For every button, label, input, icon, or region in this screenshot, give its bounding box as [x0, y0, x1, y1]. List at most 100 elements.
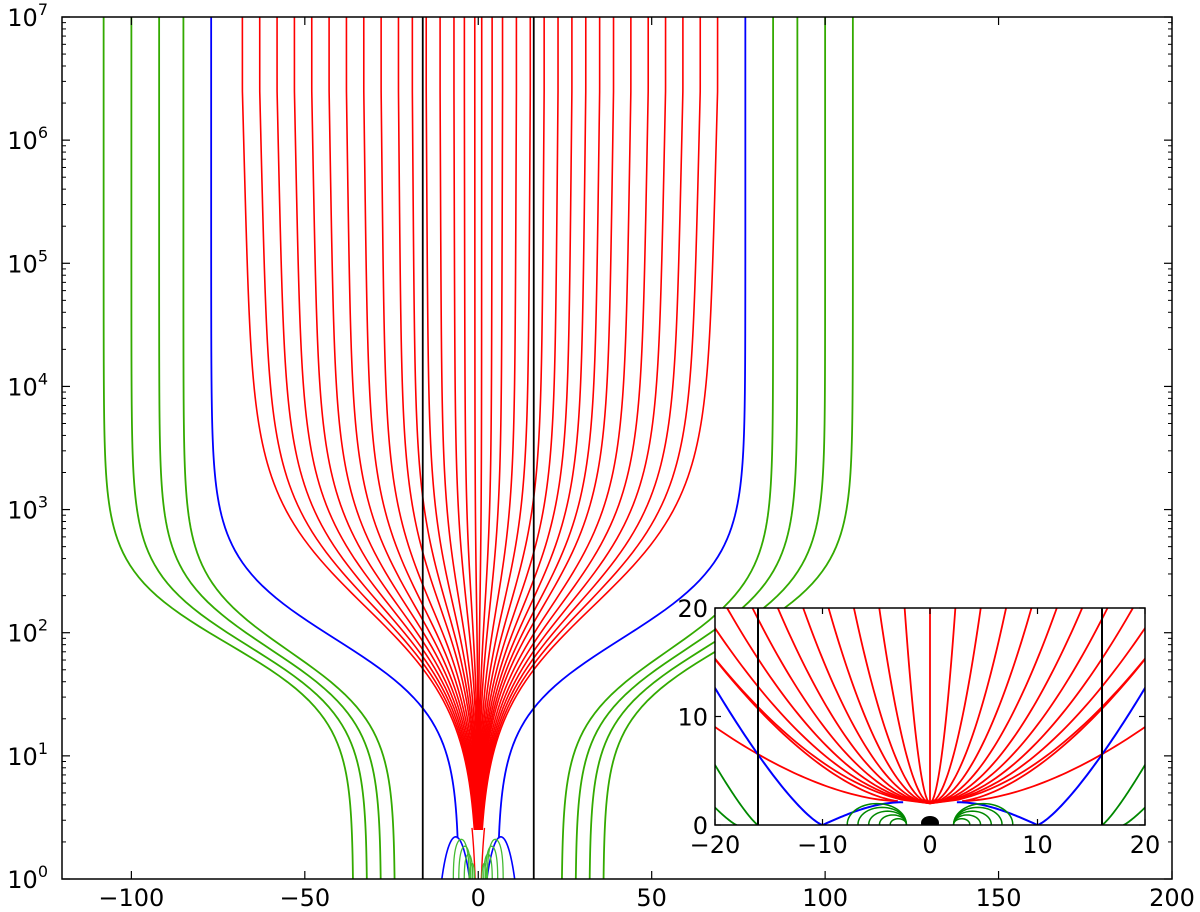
- main-curves: [102, 17, 854, 880]
- inset-red-line: [929, 608, 1058, 805]
- inset-green-line: [715, 763, 759, 825]
- red-field-line: [258, 17, 476, 831]
- y-tick-label: 104: [7, 369, 48, 401]
- red-field-line: [463, 17, 479, 831]
- inset-blue-loop: [956, 801, 1038, 825]
- inset-red-line: [929, 608, 1134, 805]
- inset-y-tick-label: 20: [677, 595, 708, 623]
- blue-separatrix: [210, 17, 459, 839]
- green-inner-loop: [484, 845, 499, 880]
- inset-x-tick-label: −10: [797, 831, 848, 859]
- y-tick-label: 105: [7, 246, 48, 278]
- red-field-line: [276, 17, 476, 831]
- red-inner-loop: [471, 827, 476, 880]
- inset-red-outer-line: [962, 657, 1145, 803]
- inset-red-line: [929, 626, 1145, 805]
- inset-y-tick-label: 0: [693, 812, 708, 840]
- inset-red-line: [715, 626, 931, 805]
- inset-red-line: [929, 608, 1033, 805]
- x-tick-label: 100: [802, 884, 848, 912]
- red-field-line: [477, 17, 483, 830]
- blue-bottom-loop: [441, 836, 471, 880]
- inset-curves: [715, 608, 1145, 825]
- inset-ticks: −20 −10 0 10 20 0 10 20: [677, 595, 1160, 859]
- green-inner-loop: [486, 838, 504, 880]
- x-tick-label: 50: [636, 884, 667, 912]
- y-tick-label: 102: [7, 616, 48, 648]
- inset-red-line: [929, 608, 982, 805]
- red-field-line: [480, 17, 667, 831]
- green-field-line: [574, 17, 799, 880]
- red-field-line: [397, 17, 478, 831]
- red-field-line: [479, 17, 615, 831]
- x-tick-label: 200: [1149, 884, 1195, 912]
- green-field-line: [602, 17, 854, 880]
- red-field-line: [478, 17, 545, 831]
- main-plot: −10 0 −50 0 50 100 150 200 100 101 102 103 104 105 106…: [7, 0, 1195, 912]
- y-tick-label: 107: [7, 0, 48, 32]
- green-field-line: [130, 17, 368, 880]
- inset-red-line: [929, 608, 1008, 805]
- red-field-line: [345, 17, 477, 831]
- red-inner-loop: [480, 827, 486, 880]
- inset-red-line: [903, 608, 931, 804]
- red-field-line: [241, 17, 476, 831]
- inset-frame: [714, 607, 1146, 826]
- red-field-line: [293, 17, 477, 831]
- inset-red-line: [929, 608, 1109, 805]
- inset-x-tick-label: −20: [690, 831, 741, 859]
- y-tick-label: 101: [7, 739, 48, 771]
- red-field-line: [362, 17, 478, 831]
- inset-green-loop: [846, 802, 908, 825]
- red-field-line: [480, 17, 650, 831]
- inset-green-line: [1101, 763, 1145, 825]
- inset-red-line: [776, 608, 931, 805]
- inset-plot: −20 −10 0 10 20 0 10 20: [677, 595, 1160, 859]
- red-field-line: [477, 17, 504, 831]
- inset-x-tick-label: 0: [922, 831, 937, 859]
- y-tick-label: 106: [7, 123, 48, 155]
- red-field-line: [481, 17, 702, 831]
- red-field-line: [478, 17, 532, 831]
- inset-red-line: [715, 657, 931, 805]
- inset-green-line: [1123, 806, 1145, 825]
- red-field-line: [439, 17, 479, 831]
- main-ticks: −10 0 −50 0 50 100 150 200 100 101 102 103 104 105 106…: [7, 0, 1195, 912]
- red-field-line: [479, 17, 601, 831]
- inset-red-line: [827, 608, 931, 805]
- inset-red-outer-line: [715, 657, 898, 803]
- red-field-line: [478, 17, 559, 831]
- red-field-line: [479, 17, 632, 831]
- red-field-line: [478, 17, 573, 831]
- red-field-line: [478, 17, 518, 831]
- x-tick-label: −50: [279, 884, 330, 912]
- green-field-line: [182, 17, 396, 880]
- y-tick-label: 100: [7, 862, 48, 894]
- inset-red-line: [929, 608, 1084, 805]
- inset-green-line: [715, 806, 737, 825]
- blue-separatrix: [497, 17, 747, 839]
- y-tick-label: 103: [7, 493, 48, 525]
- inset-red-line: [726, 608, 931, 805]
- red-field-line: [425, 17, 479, 831]
- green-field-line: [561, 17, 774, 880]
- inset-blue-loop: [822, 801, 904, 825]
- red-field-line: [481, 17, 719, 831]
- red-field-line: [473, 17, 479, 830]
- inset-y-tick-label: 10: [677, 704, 708, 732]
- x-tick-label: 150: [976, 884, 1022, 912]
- red-field-line: [479, 17, 587, 831]
- red-field-line: [310, 17, 477, 831]
- inset-red-line: [878, 608, 931, 805]
- inset-red-outer-line: [715, 725, 898, 803]
- red-field-line: [477, 17, 493, 831]
- main-frame: [61, 16, 1173, 880]
- blue-bottom-loop: [486, 836, 516, 880]
- inset-x-tick-label: 20: [1130, 831, 1161, 859]
- inset-red-line: [929, 608, 957, 804]
- red-field-line: [453, 17, 479, 831]
- red-field-line: [380, 17, 478, 831]
- red-field-line: [411, 17, 478, 831]
- inset-curve-group: [715, 608, 1145, 825]
